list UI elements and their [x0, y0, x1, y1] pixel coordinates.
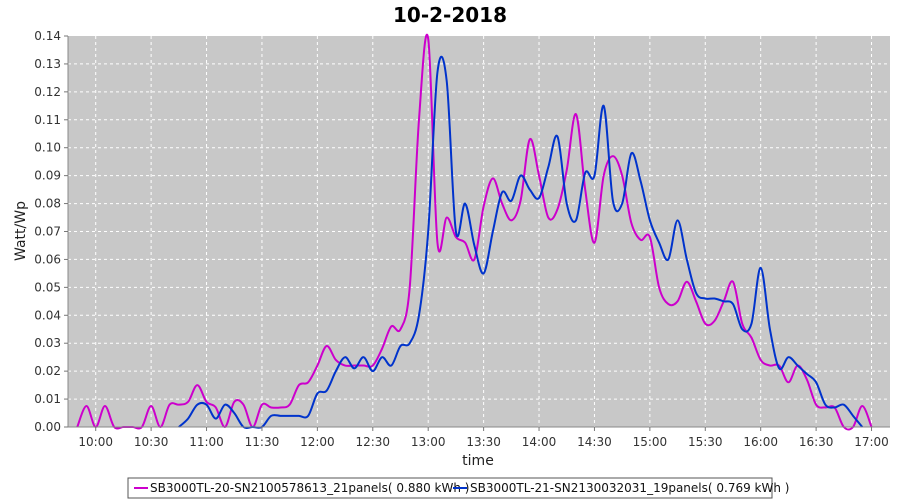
x-tick-label: 15:00 [633, 435, 668, 449]
series-layer [76, 33, 873, 431]
x-tick-label: 17:00 [854, 435, 889, 449]
y-tick-label: 0.07 [34, 225, 61, 239]
legend-box [127, 477, 773, 499]
series-line-1 [76, 33, 873, 431]
y-tick-label: 0.06 [34, 252, 61, 266]
x-tick-label: 10:30 [134, 435, 169, 449]
x-tick-label: 16:30 [799, 435, 834, 449]
y-tick-label: 0.03 [34, 336, 61, 350]
x-tick-label: 13:00 [411, 435, 446, 449]
y-tick-label: 0.05 [34, 280, 61, 294]
y-tick-label: 0.13 [34, 57, 61, 71]
y-tick-label: 0.00 [34, 420, 61, 434]
y-tick-label: 0.09 [34, 169, 61, 183]
x-tick-label: 16:00 [743, 435, 778, 449]
chart-title: 10-2-2018 [393, 3, 507, 27]
legend: SB3000TL-20-SN2100578613_21panels( 0.880… [127, 477, 789, 499]
y-tick-label: 0.04 [34, 308, 61, 322]
y-tick-label: 0.12 [34, 85, 61, 99]
x-tick-label: 15:30 [688, 435, 723, 449]
series-line-2 [178, 55, 864, 430]
x-tick-label: 12:00 [300, 435, 335, 449]
x-axis-label: time [462, 453, 494, 469]
y-axis-ticks: 0.00 0.01 0.02 0.03 0.04 0.05 0.06 0.07 0.08 0.09… [34, 29, 68, 434]
x-tick-label: 11:00 [189, 435, 224, 449]
x-tick-label: 12:30 [355, 435, 390, 449]
x-tick-label: 13:30 [466, 435, 501, 449]
y-tick-label: 0.14 [34, 29, 61, 43]
x-axis-ticks: 10:00 10:30 11:00 11:30 12:00 12:30 13:00 13:30… [78, 427, 889, 449]
legend-label-series-2: SB3000TL-21-SN2130032031_19panels( 0.769… [470, 481, 789, 495]
x-tick-label: 14:30 [577, 435, 612, 449]
legend-label-series-1: SB3000TL-20-SN2100578613_21panels( 0.880… [150, 481, 469, 495]
x-tick-label: 14:00 [522, 435, 557, 449]
y-tick-label: 0.10 [34, 141, 61, 155]
x-tick-label: 11:30 [245, 435, 280, 449]
x-tick-label: 10:00 [78, 435, 113, 449]
y-tick-label: 0.11 [34, 113, 61, 127]
y-tick-label: 0.02 [34, 364, 61, 378]
y-tick-label: 0.08 [34, 197, 61, 211]
y-axis-label: Watt/Wp [13, 201, 29, 261]
y-tick-label: 0.01 [34, 392, 61, 406]
